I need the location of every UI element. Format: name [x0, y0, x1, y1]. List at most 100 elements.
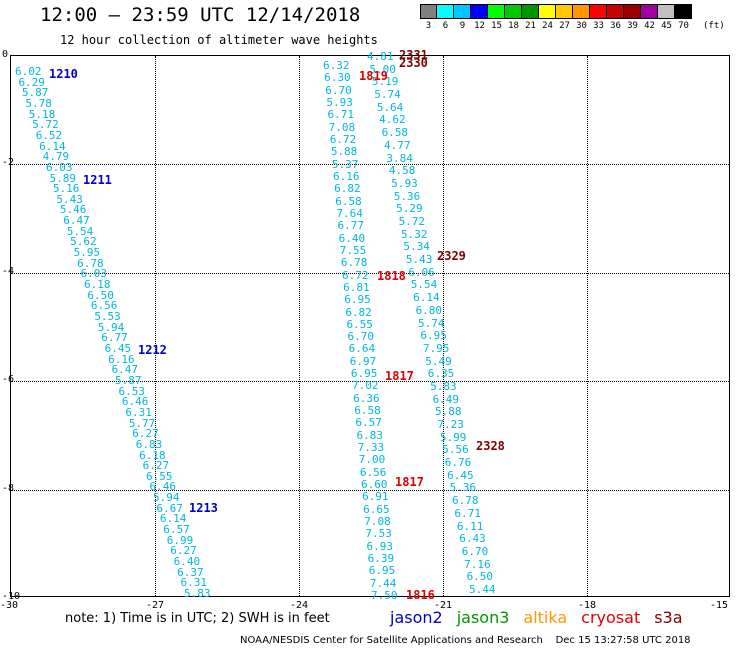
wave-height-value: 4.81 [367, 50, 394, 63]
wave-height-value: 5.46 [59, 203, 87, 217]
wave-height-value: 4.58 [388, 164, 416, 178]
colorbar-label: 18 [508, 21, 519, 31]
wave-height-value: 6.45 [447, 468, 474, 482]
wave-height-value: 5.49 [425, 354, 452, 368]
wave-height-value: 5.88 [435, 405, 462, 419]
wave-height-value: 7.00 [358, 453, 386, 467]
wave-height-value: 6.30 [324, 71, 351, 85]
wave-height-value: 6.40 [173, 555, 201, 569]
wave-height-value: 5.53 [94, 310, 121, 324]
x-tick-label: -30 [0, 600, 19, 611]
colorbar-swatch [573, 4, 590, 19]
wave-height-value: 7.23 [437, 418, 464, 432]
x-tick-label: -27 [146, 600, 165, 611]
wave-height-value: 5.88 [330, 145, 358, 159]
wave-height-value: 4.77 [384, 138, 411, 152]
time-label: 2329 [437, 249, 466, 263]
wave-height-value: 5.16 [52, 182, 80, 196]
colorbar-swatch [437, 4, 454, 19]
wave-height-value: 6.60 [360, 478, 388, 492]
wave-height-value: 5.83 [184, 587, 211, 600]
wave-height-value: 6.14 [39, 139, 66, 153]
wave-height-value: 6.82 [345, 305, 372, 319]
y-tick-label: -6 [2, 374, 15, 386]
colorbar-label: 21 [525, 21, 536, 31]
colorbar-swatch [471, 4, 488, 19]
satellite-legend-item: jason2 [390, 608, 443, 627]
x-tick-label: -15 [710, 600, 729, 611]
wave-height-value: 6.36 [353, 391, 380, 405]
wave-height-value: 6.64 [348, 342, 376, 356]
wave-height-value: 5.54 [410, 278, 438, 292]
colorbar-label: 12 [474, 21, 485, 31]
wave-height-value: 6.37 [177, 565, 204, 579]
wave-height-value: 7.16 [464, 557, 491, 571]
wave-height-value: 6.57 [355, 416, 382, 430]
wave-height-value: 6.45 [104, 341, 132, 355]
wave-height-value: 7.02 [352, 379, 379, 393]
wave-height-value: 5.62 [70, 235, 97, 249]
wave-height-value: 6.49 [432, 392, 460, 406]
time-label: 1818 [377, 269, 406, 283]
wave-height-value: 6.02 [15, 65, 42, 78]
colorbar-swatch [624, 4, 641, 19]
longitude-gridline [587, 56, 588, 596]
time-label: 1210 [49, 67, 78, 81]
footnote: note: 1) Time is in UTC; 2) SWH is in fe… [65, 611, 330, 626]
wave-height-value: 6.55 [146, 469, 173, 483]
colorbar-swatch [505, 4, 522, 19]
colorbar-swatch [607, 4, 624, 19]
wave-height-value: 6.65 [363, 502, 390, 516]
colorbar-label: 33 [593, 21, 604, 31]
wave-height-value: 5.95 [73, 246, 101, 260]
wave-height-value: 6.80 [415, 303, 443, 317]
colorbar [420, 4, 692, 19]
wave-height-value: 5.87 [115, 373, 142, 387]
wave-height-value: 7.08 [328, 120, 356, 134]
wave-height-value: 5.32 [401, 227, 428, 241]
credit-line: NOAA/NESDIS Center for Satellite Applica… [240, 635, 691, 646]
satellite-legend-item: cryosat [581, 608, 641, 627]
wave-height-value: 5.19 [371, 75, 399, 89]
x-tick-label: -24 [290, 600, 309, 611]
wave-height-value: 6.56 [359, 465, 387, 479]
wave-height-value: 5.44 [469, 583, 496, 596]
wave-height-value: 5.36 [449, 481, 477, 495]
wave-height-value: 6.72 [329, 132, 357, 146]
wave-height-value: 6.91 [362, 490, 389, 504]
wave-height-value: 5.77 [128, 416, 156, 430]
satellite-legend-item: jason3 [456, 608, 510, 627]
satellite-legend-item: altika [523, 608, 568, 627]
wave-height-value: 6.58 [381, 126, 409, 140]
wave-height-value: 6.31 [125, 405, 152, 419]
wave-height-value: 6.29 [18, 75, 45, 89]
wave-height-value: 6.57 [163, 523, 190, 537]
wave-height-value: 5.56 [442, 443, 469, 457]
wave-height-value: 6.95 [344, 293, 371, 307]
y-tick-label: -4 [2, 265, 15, 277]
y-tick-label: 0 [2, 49, 9, 60]
wave-height-value: 5.99 [439, 430, 467, 444]
latitude-gridline [11, 164, 729, 166]
wave-height-value: 6.46 [149, 480, 177, 494]
wave-height-value: 6.39 [367, 552, 395, 566]
wave-height-value: 6.78 [77, 256, 104, 270]
wave-height-value: 6.47 [111, 363, 139, 377]
wave-height-value: 5.93 [391, 176, 418, 190]
wave-height-value: 6.70 [325, 83, 352, 97]
wave-height-value: 6.95 [420, 329, 447, 343]
wave-height-value: 6.77 [337, 219, 365, 233]
wave-height-value: 6.14 [413, 291, 440, 305]
wave-height-value: 6.70 [347, 330, 375, 344]
time-label: 2328 [476, 439, 505, 453]
longitude-gridline [299, 56, 300, 596]
wave-height-value: 5.64 [376, 100, 404, 114]
colorbar-swatch [675, 4, 692, 19]
wave-height-value: 7.53 [365, 527, 392, 541]
wave-height-value: 7.50 [371, 589, 398, 602]
wave-height-value: 6.53 [118, 384, 145, 398]
wave-height-value: 7.33 [357, 441, 385, 455]
colorbar-label: 70 [678, 21, 689, 31]
colorbar-swatch [522, 4, 539, 19]
page-title: 12:00 – 23:59 UTC 12/14/2018 [40, 4, 361, 26]
